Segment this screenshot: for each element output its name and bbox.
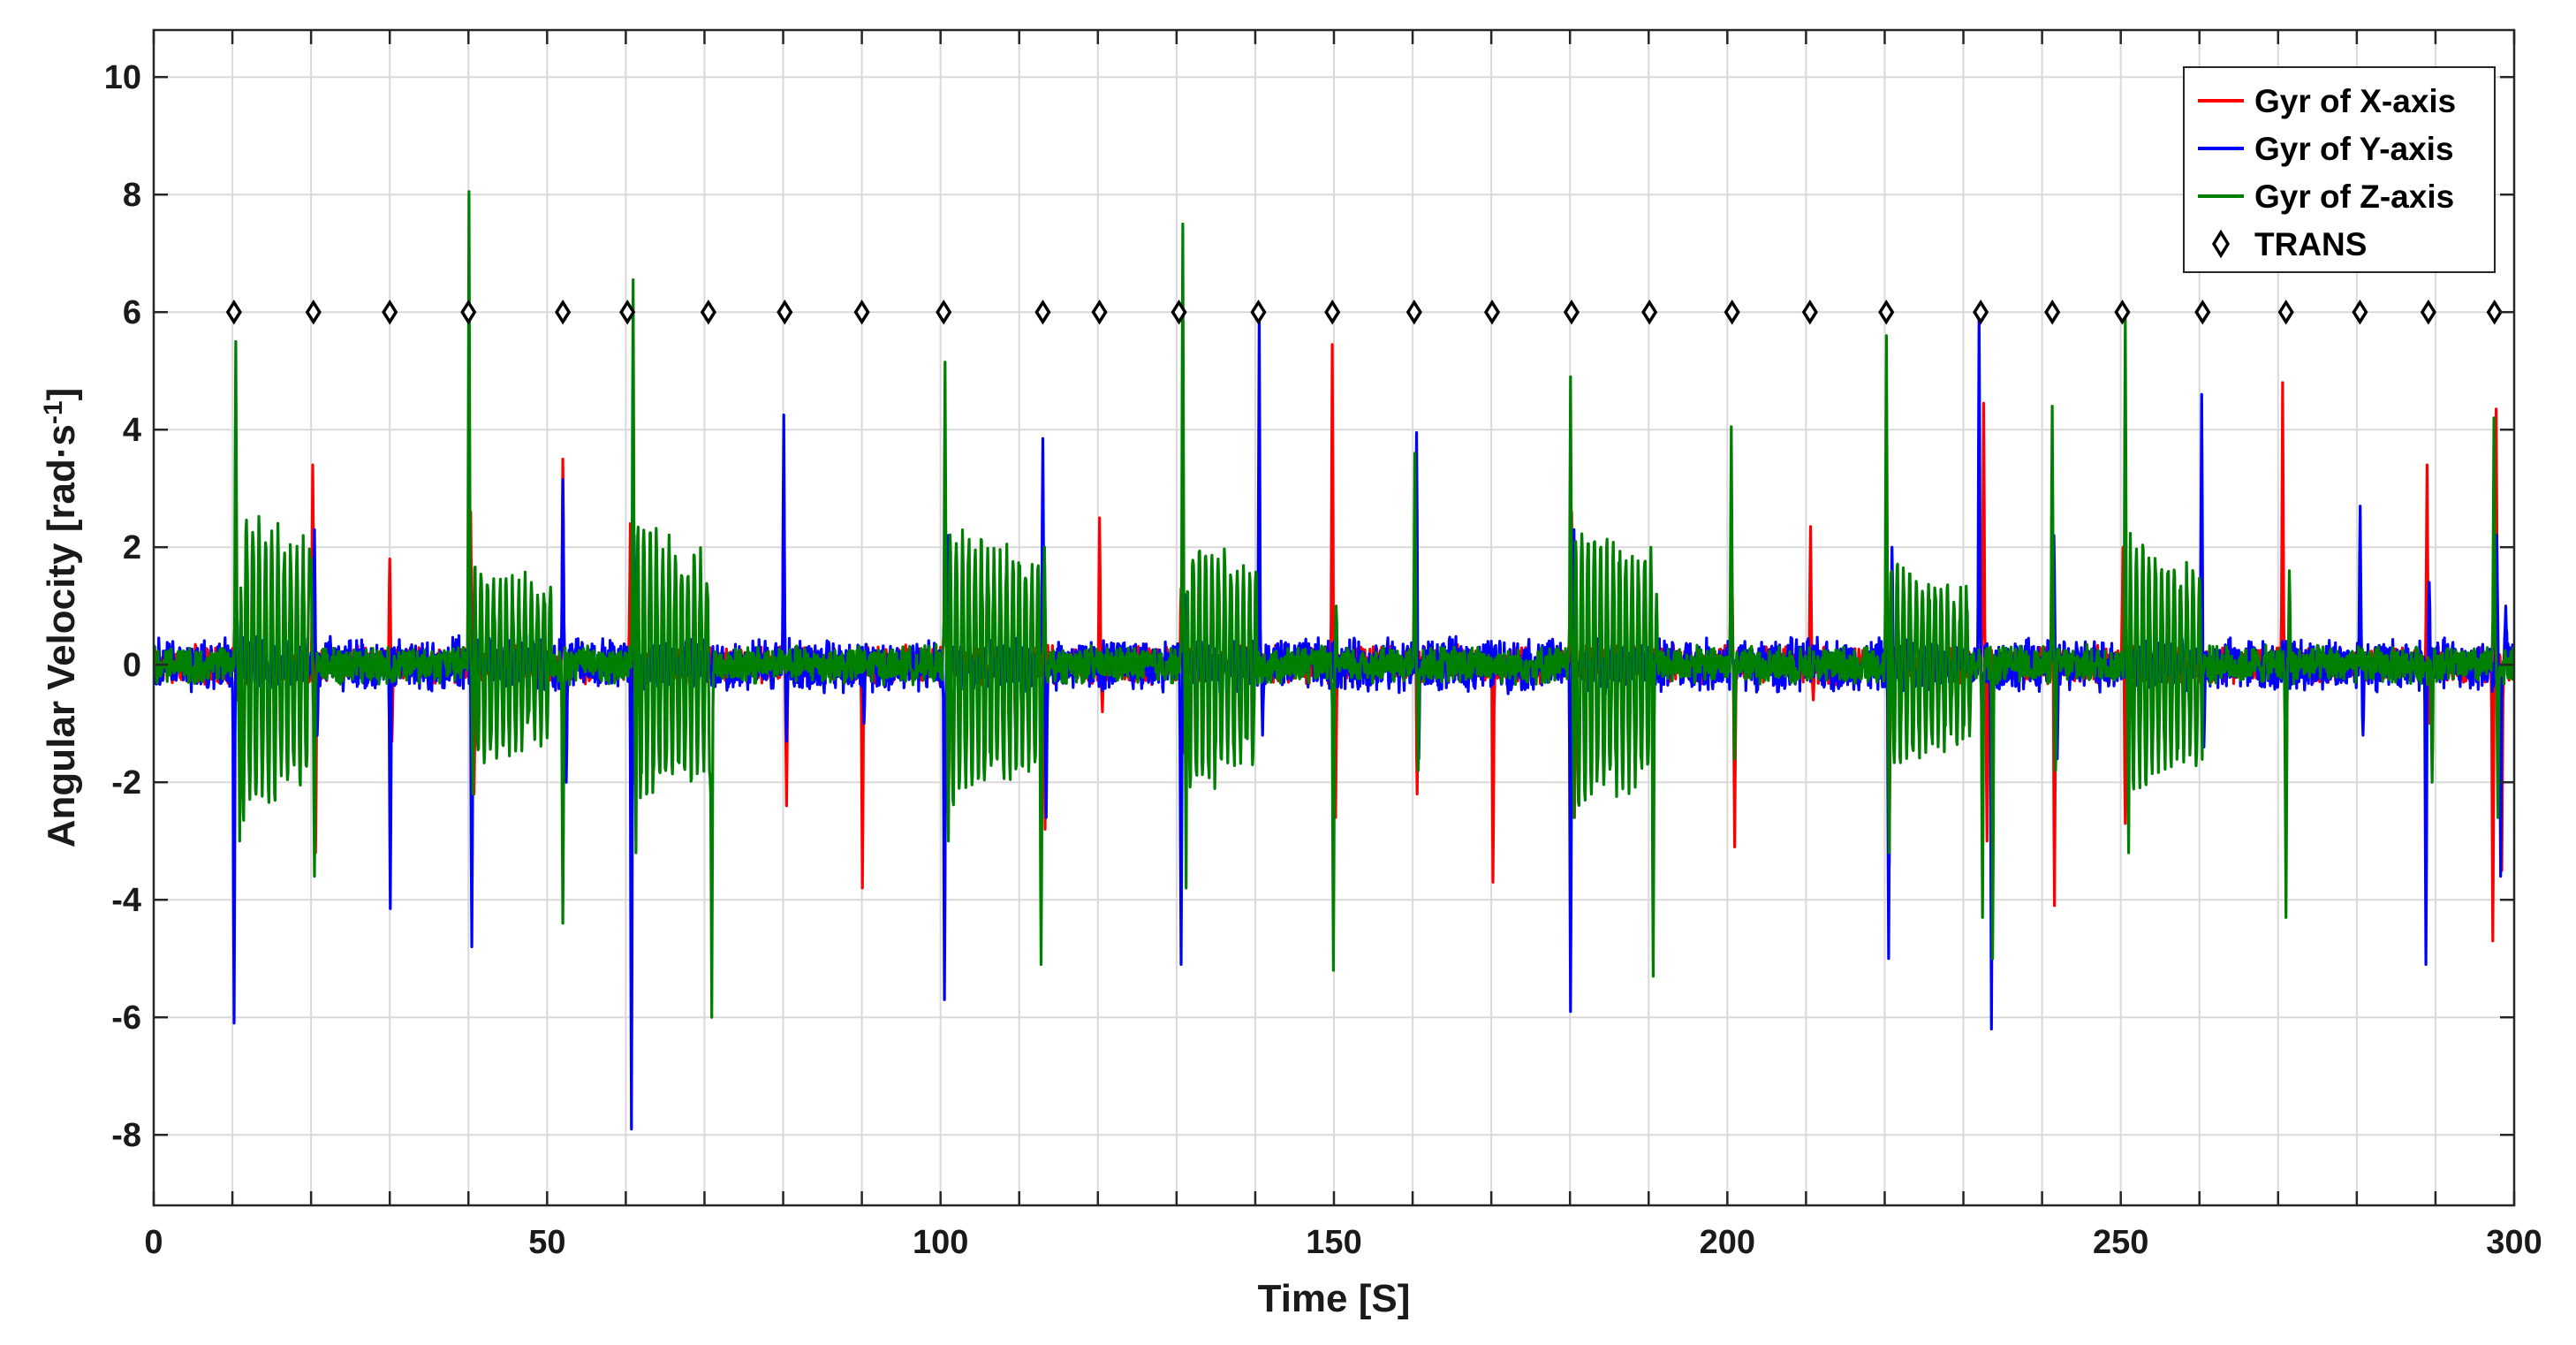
y-tick-label-2: 2: [123, 529, 141, 566]
trans-marker-4: [555, 299, 572, 325]
trans-marker-13: [1250, 299, 1267, 325]
x-tick-label-100: 100: [913, 1224, 968, 1261]
y-tick-label-10: 10: [104, 59, 141, 96]
legend-swatch-trans: [2211, 229, 2231, 259]
trans-marker-18: [1641, 299, 1658, 325]
legend-label-x: Gyr of X-axis: [2254, 83, 2456, 119]
series-layer: [154, 190, 2514, 1131]
series-line-gyr-of-z-axis: [154, 190, 2514, 1019]
trans-marker-27: [2352, 299, 2368, 325]
trans-marker-9: [936, 299, 952, 325]
legend-label-trans: TRANS: [2254, 226, 2367, 262]
x-tick-label-200: 200: [1700, 1224, 1755, 1261]
y-axis-label-main: Angular Velocity [rad·s: [40, 424, 83, 847]
y-tick-label-8: 8: [123, 177, 141, 214]
trans-marker-11: [1091, 299, 1108, 325]
trans-marker-17: [1563, 299, 1580, 325]
y-tick-label--4: -4: [111, 882, 141, 919]
y-tick-label--6: -6: [111, 999, 141, 1037]
trans-marker-layer: [225, 299, 2503, 325]
y-tick-label-6: 6: [123, 294, 141, 331]
trans-marker-25: [2194, 299, 2211, 325]
x-axis-label: Time [S]: [1258, 1277, 1411, 1320]
x-tick-label-50: 50: [528, 1224, 565, 1261]
trans-marker-6: [700, 299, 716, 325]
trans-marker-2: [382, 299, 398, 325]
x-tick-label-300: 300: [2486, 1224, 2542, 1261]
trans-marker-14: [1324, 299, 1341, 325]
trans-marker-0: [225, 299, 242, 325]
trans-marker-23: [2044, 299, 2061, 325]
trans-marker-21: [1878, 299, 1895, 325]
x-tick-label-0: 0: [144, 1224, 163, 1261]
trans-marker-15: [1405, 299, 1422, 325]
y-axis-label: Angular Velocity [rad·s-1]: [39, 388, 83, 848]
y-tick-labels: -8 -6 -4 -2 0 2 4 6 8 10: [104, 59, 141, 1154]
plot-area: [154, 190, 2514, 1131]
x-tick-label-150: 150: [1306, 1224, 1361, 1261]
trans-marker-1: [305, 299, 322, 325]
x-tick-labels: 0 50 100 150 200 250 300: [144, 1224, 2542, 1261]
tick-marks: [152, 30, 2516, 1205]
y-tick-label-0: 0: [123, 647, 141, 684]
y-tick-label--8: -8: [111, 1117, 141, 1154]
trans-marker-20: [1801, 299, 1818, 325]
y-axis-label-suffix: ]: [40, 388, 83, 401]
trans-marker-8: [853, 299, 870, 325]
x-tick-label-250: 250: [2093, 1224, 2148, 1261]
trans-marker-29: [2486, 299, 2503, 325]
y-axis-label-superscript: -1: [39, 400, 68, 424]
y-tick-label--2: -2: [111, 764, 141, 802]
trans-marker-10: [1034, 299, 1051, 325]
trans-marker-28: [2420, 299, 2436, 325]
trans-marker-16: [1483, 299, 1501, 325]
trans-marker-19: [1724, 299, 1740, 325]
trans-marker-24: [2114, 299, 2131, 325]
legend-label-y: Gyr of Y-axis: [2254, 131, 2454, 167]
trans-marker-12: [1171, 299, 1187, 325]
legend: Gyr of X-axis Gyr of Y-axis Gyr of Z-axi…: [2183, 66, 2496, 273]
trans-marker-5: [619, 299, 636, 325]
trans-marker-26: [2277, 299, 2294, 325]
trans-marker-3: [460, 299, 477, 325]
legend-label-z: Gyr of Z-axis: [2254, 179, 2454, 215]
trans-marker-7: [777, 299, 793, 325]
trans-marker-22: [1973, 299, 1989, 325]
y-tick-label-4: 4: [123, 412, 141, 449]
